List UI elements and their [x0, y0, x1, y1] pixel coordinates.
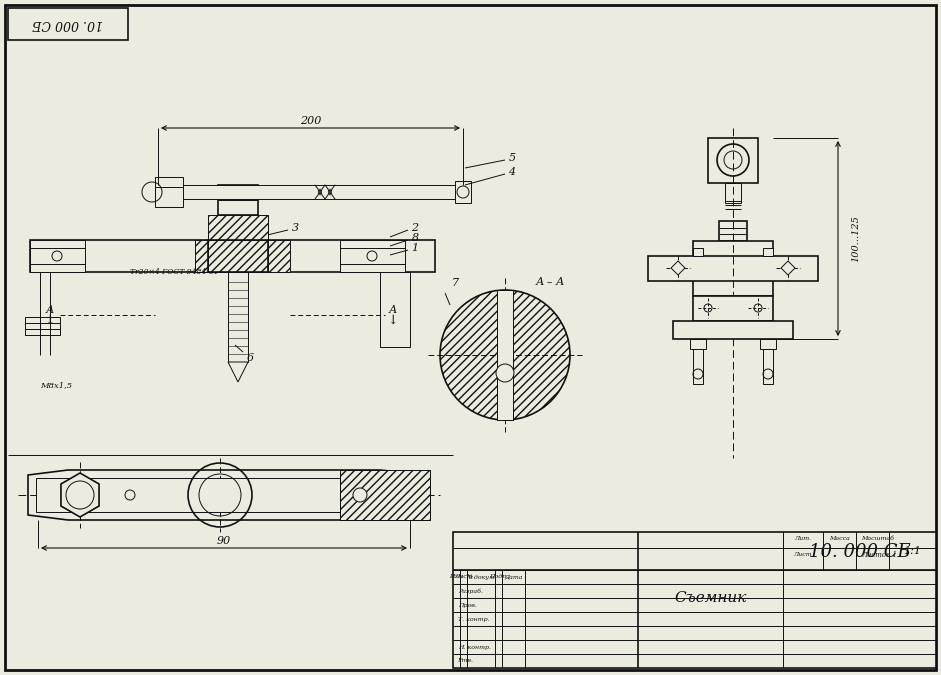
Bar [208, 240, 268, 272]
Bar [380, 272, 410, 347]
Text: А: А [389, 305, 397, 315]
Polygon shape [671, 261, 685, 275]
Polygon shape [28, 470, 430, 520]
Text: Утв.: Утв. [458, 659, 474, 664]
Bar [155, 185, 465, 199]
Bar [224, 215, 252, 240]
Bar [719, 221, 747, 241]
Bar [497, 290, 513, 420]
Bar [455, 181, 471, 203]
Bar [725, 183, 741, 203]
Text: 8: 8 [411, 233, 419, 243]
Text: 10. 000 СБ: 10. 000 СБ [33, 18, 104, 30]
Bar [673, 321, 793, 339]
Bar [340, 240, 405, 272]
Text: 5: 5 [508, 153, 516, 163]
Bar [340, 470, 430, 520]
Text: Масштаб: Масштаб [861, 537, 894, 541]
Text: 6: 6 [247, 353, 253, 363]
Bar [340, 470, 430, 520]
Text: 10. 000 СБ: 10. 000 СБ [808, 543, 910, 561]
Text: 2: 2 [411, 223, 419, 233]
Text: Листов 1: Листов 1 [862, 551, 898, 559]
Text: 90: 90 [216, 536, 231, 546]
Text: А – А: А – А [535, 277, 565, 287]
Text: 1: 1 [411, 243, 419, 253]
Bar [693, 296, 773, 321]
Bar [453, 532, 936, 668]
Bar [155, 177, 183, 207]
Bar [690, 339, 706, 349]
Text: ↓: ↓ [388, 313, 398, 327]
Circle shape [353, 488, 367, 502]
Bar [763, 339, 773, 384]
Bar [195, 240, 290, 272]
Text: № докум.: № докум. [466, 574, 496, 580]
Text: Тr20×4 ГОСТ 9484-81: Тr20×4 ГОСТ 9484-81 [130, 268, 218, 276]
Polygon shape [36, 478, 422, 512]
Bar [218, 185, 258, 215]
Text: Лит.: Лит. [794, 537, 811, 541]
Bar [708, 138, 758, 183]
Bar [693, 241, 773, 296]
Text: ↓: ↓ [45, 313, 56, 327]
Text: 200: 200 [300, 116, 321, 126]
Text: 1:1: 1:1 [903, 546, 921, 556]
Text: 7: 7 [452, 278, 458, 288]
Circle shape [440, 290, 570, 420]
Text: Подп.: Подп. [489, 574, 508, 580]
Bar [648, 256, 818, 281]
Text: А: А [46, 305, 55, 315]
Text: Дата: Дата [504, 574, 523, 580]
Bar [208, 240, 268, 272]
Text: 3: 3 [292, 223, 298, 233]
Text: Н. контр.: Н. контр. [458, 645, 491, 649]
Bar [693, 248, 703, 256]
Text: Пров.: Пров. [458, 603, 477, 608]
Bar [208, 215, 268, 240]
Bar [30, 240, 435, 272]
Circle shape [496, 364, 514, 382]
Bar [30, 240, 85, 272]
Bar [228, 272, 248, 362]
Text: 100...125: 100...125 [852, 215, 860, 262]
Text: Съемник: Съемник [675, 591, 747, 605]
Polygon shape [781, 261, 795, 275]
Text: М8х1,5: М8х1,5 [40, 381, 72, 389]
Text: Лист: Лист [455, 574, 472, 580]
Text: Лист: Лист [793, 553, 812, 558]
Bar [693, 339, 703, 384]
Bar [763, 248, 773, 256]
Text: Изм: Изм [450, 574, 464, 580]
Text: Разраб.: Разраб. [458, 588, 483, 594]
Polygon shape [228, 362, 248, 382]
Text: Т. контр.: Т. контр. [458, 616, 489, 622]
Text: 4: 4 [508, 167, 516, 177]
Polygon shape [61, 473, 99, 517]
Bar [760, 339, 776, 349]
Bar [8, 8, 128, 40]
Text: Масса: Масса [829, 537, 850, 541]
Bar [25, 317, 60, 335]
